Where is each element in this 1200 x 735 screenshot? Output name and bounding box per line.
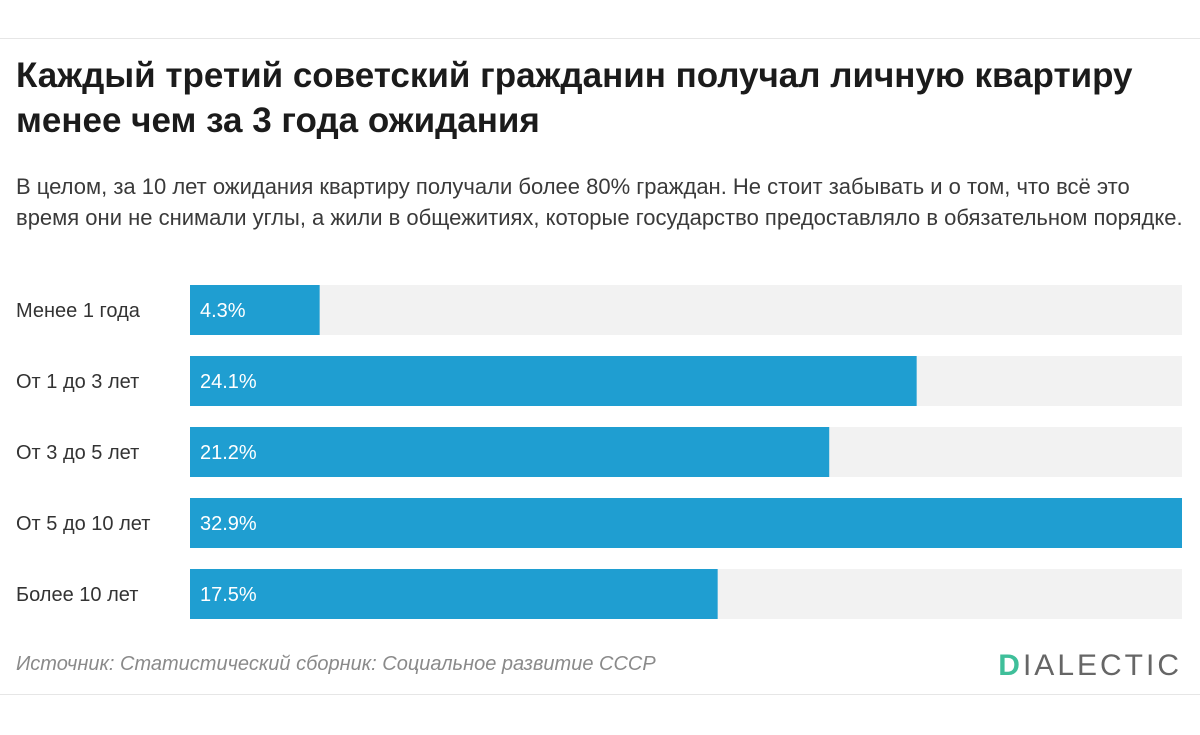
bar [190,356,917,406]
value-label: 4.3% [200,300,246,322]
value-label: 17.5% [200,584,257,606]
bar [190,427,830,477]
chart-card: Каждый третий советский гражданин получа… [0,38,1200,695]
category-label: От 3 до 5 лет [16,442,139,464]
bar [190,498,1182,548]
source-note: Источник: Статистический сборник: Социал… [16,653,656,675]
value-label: 21.2% [200,442,257,464]
category-label: Менее 1 года [16,300,141,322]
category-label: Более 10 лет [16,584,138,606]
category-label: От 1 до 3 лет [16,371,139,393]
logo-text: IALECTIC [1022,649,1182,682]
bar-chart: Менее 1 года 4.3% От 1 до 3 лет 24.1% От 3 д… [16,285,1182,619]
value-label: 32.9% [200,513,257,535]
value-label: 24.1% [200,371,257,393]
bar [190,285,320,335]
bar-track [190,285,1182,335]
chart-subtitle: В целом, за 10 лет ожидания квартиру пол… [16,174,1183,230]
dialectic-logo: D IALECTIC [998,649,1182,683]
bar [190,569,718,619]
logo-accent-letter: D [998,649,1023,682]
chart-title: Каждый третий советский гражданин получа… [16,56,1133,140]
category-label: От 5 до 10 лет [16,513,150,535]
